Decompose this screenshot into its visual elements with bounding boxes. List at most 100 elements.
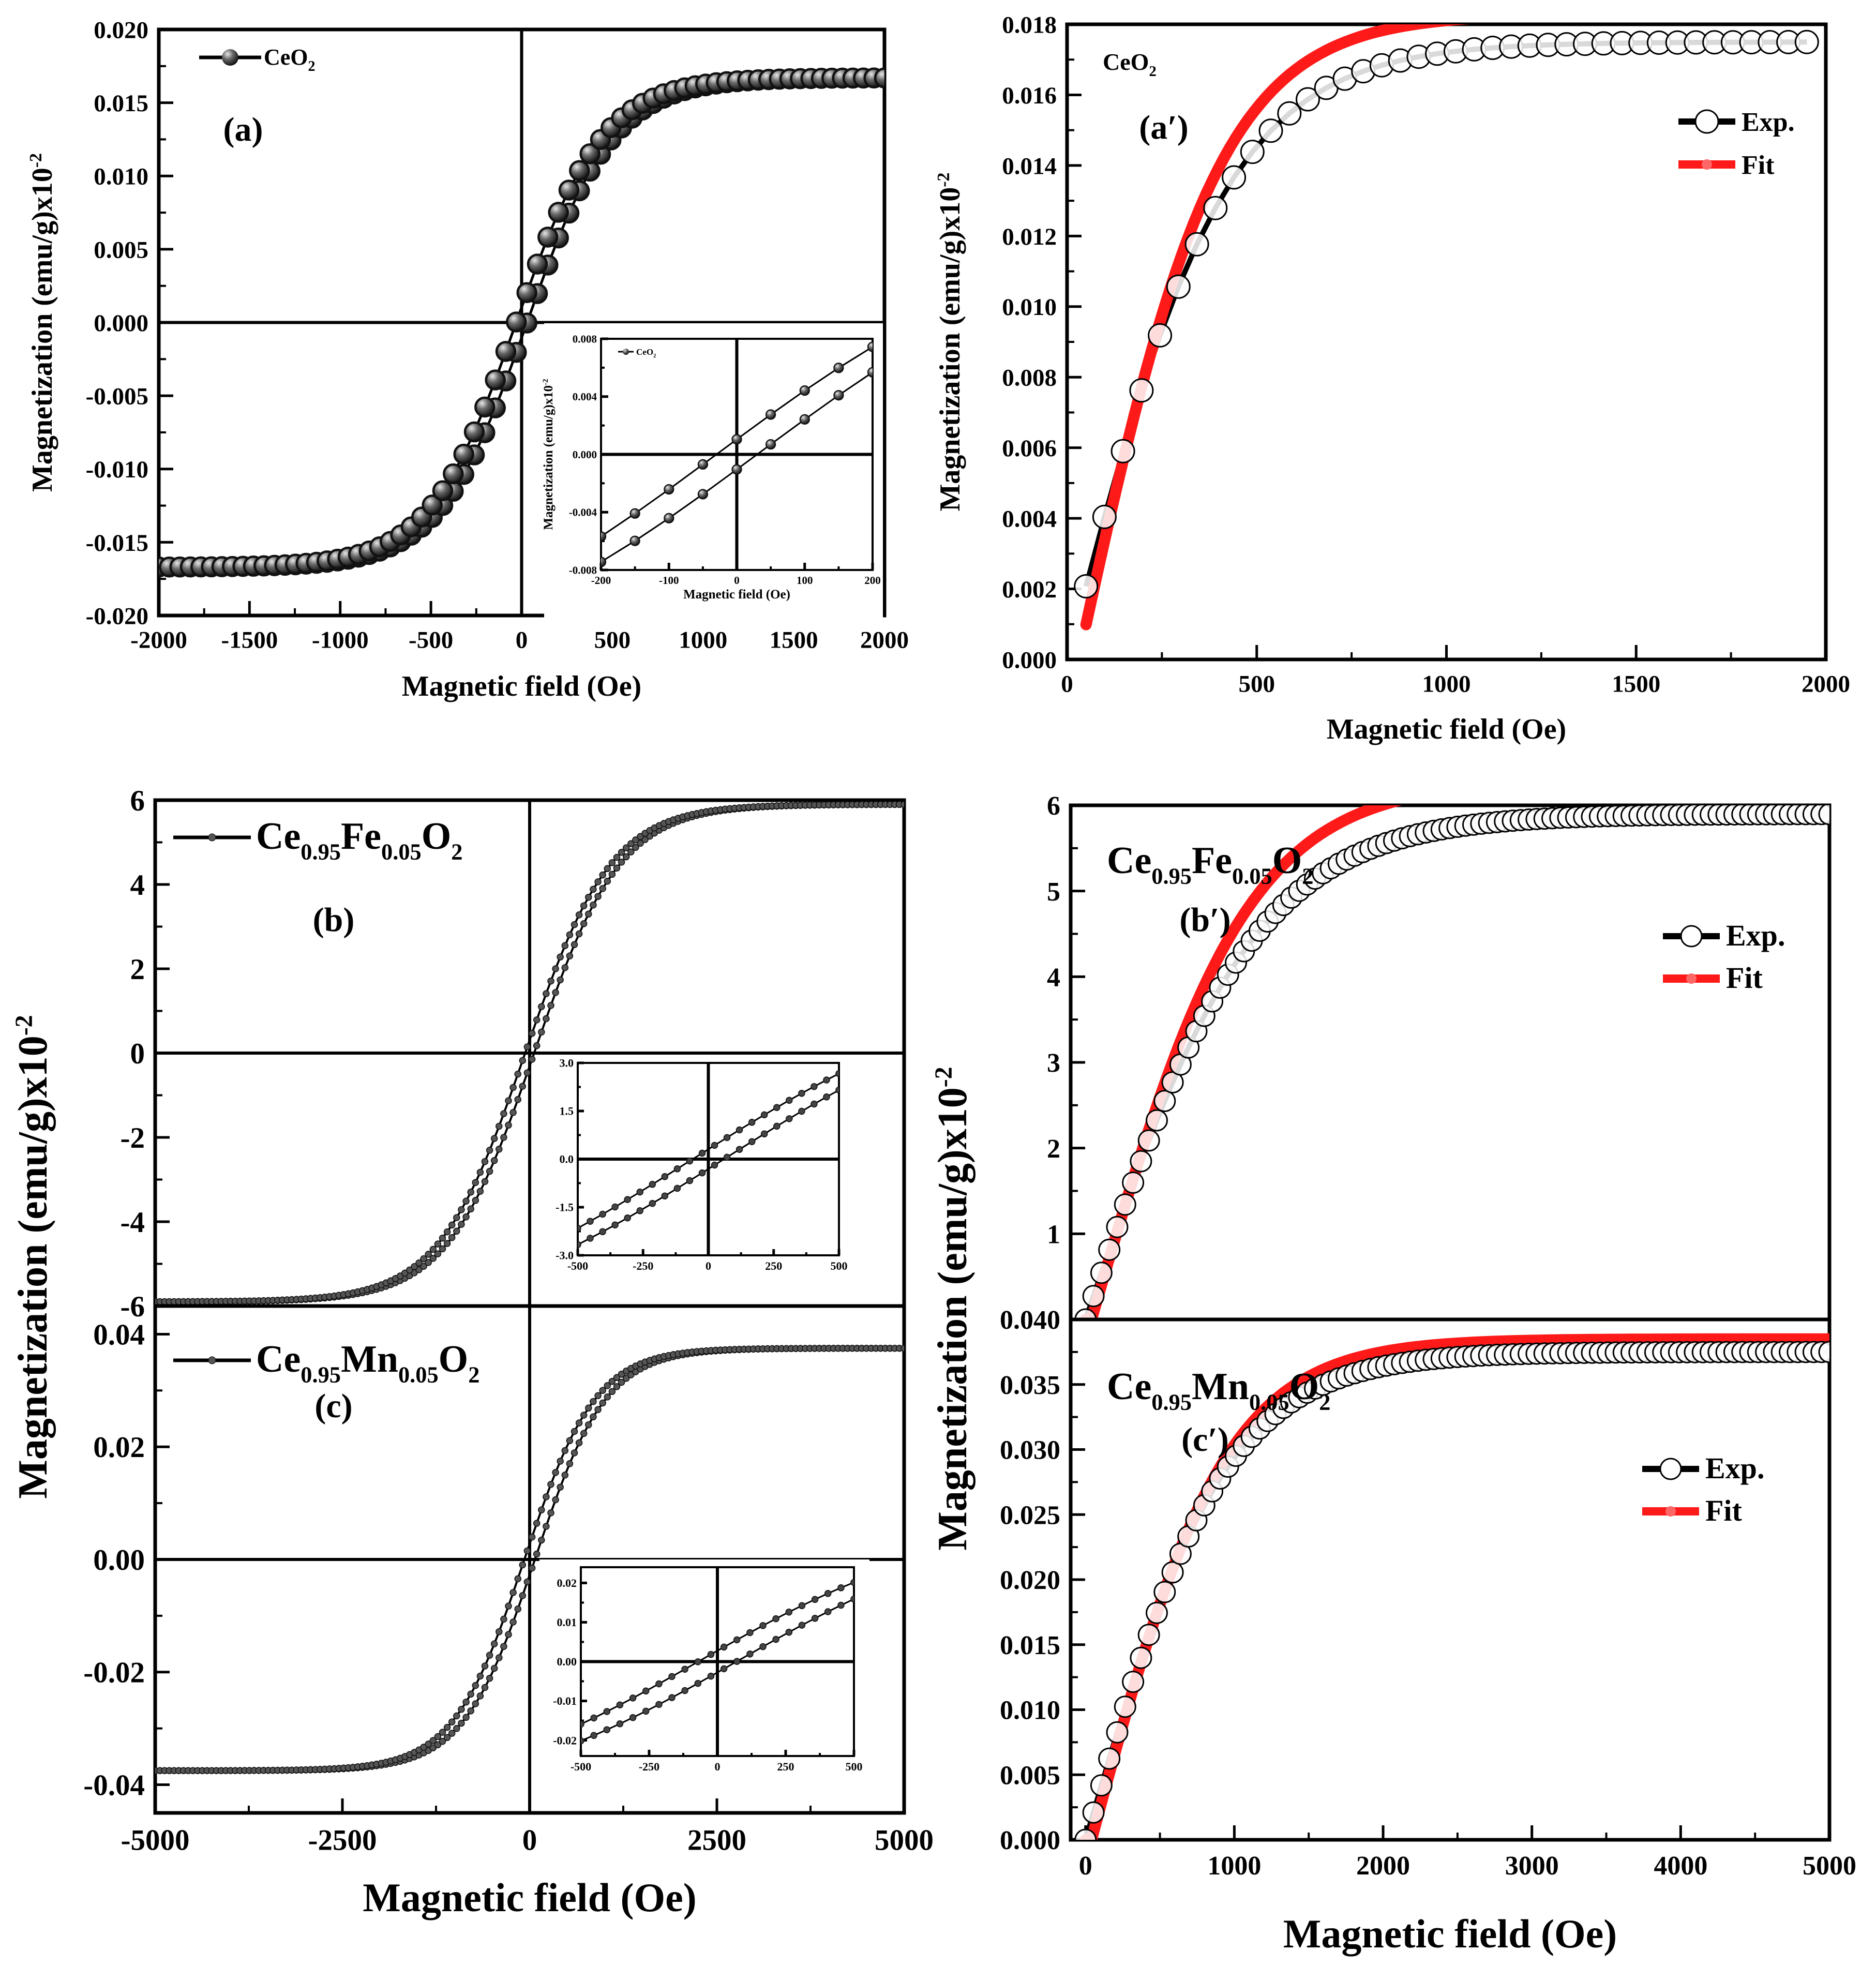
x-tick-label: 1000 [679, 626, 727, 653]
ceo2-loop-data-point [548, 202, 569, 223]
y-label-text: Magnetization (emu/g)x10 [26, 168, 58, 492]
loop-data-point [514, 1070, 521, 1078]
inset-loop-data-point [697, 489, 709, 500]
y-tick-label: 0.016 [1002, 82, 1057, 109]
exp-data-point [1146, 1109, 1168, 1132]
x-tick-label: 3000 [1505, 1851, 1559, 1881]
loop-data-point [434, 1250, 442, 1257]
exp-data-point [1098, 1747, 1121, 1770]
loop-data-point [561, 942, 569, 950]
loop-data-point [585, 1404, 592, 1412]
exp-data-point [1090, 1774, 1113, 1797]
y-tick-label: 0.000 [1000, 1826, 1060, 1855]
loop-data-point [514, 1575, 521, 1583]
inset-loop-data-point [850, 1595, 854, 1603]
y-axis-label: Magnetization (emu/g)x10-2 [930, 1067, 975, 1550]
y-tick-label: 0.030 [1000, 1436, 1060, 1465]
legend-part: Mn [1192, 1365, 1249, 1408]
y-tick-label: 0.020 [1000, 1566, 1060, 1595]
loop-data-point [538, 1536, 545, 1544]
loop-data-point [505, 1602, 512, 1610]
panel-label: (b′) [1179, 901, 1230, 939]
loop-data-point [481, 1158, 489, 1165]
inset-loop-data-point [581, 1737, 584, 1745]
inset-loop-data-point [707, 1672, 715, 1680]
inset-loop-data-point [599, 1228, 606, 1236]
panel-a_prime: 0.000 0.002 0.004 0.006 0.008 0.010 0.012 0.014… [934, 11, 1850, 745]
loop-data-point [599, 1399, 606, 1407]
fit-curve [1080, 24, 1470, 631]
inset-loop-data-point [664, 484, 674, 495]
exp-data-point [1296, 87, 1320, 112]
x-tick-label: 1500 [770, 626, 818, 653]
loop-data-point [462, 1213, 470, 1221]
loop-data-point [443, 1228, 451, 1236]
y-label-text: Magnetization (emu/g)x10 [10, 1035, 56, 1498]
exp-data-point [1184, 232, 1209, 257]
y-tick-label: 0.00 [557, 1655, 577, 1668]
inset-loop-data-point [581, 1720, 584, 1728]
legend-part: Fe [341, 815, 381, 858]
y-tick-label: 0.005 [1000, 1761, 1060, 1790]
loop-data-point [543, 1523, 550, 1530]
exp-data-point [1137, 1624, 1160, 1646]
loop-data-point [557, 976, 564, 984]
exp-data-point [1110, 439, 1135, 463]
legend-fit-marker [1686, 973, 1697, 984]
y-tick-label: 5 [1047, 877, 1060, 907]
inset-x-axis-label: Magnetic field (Oe) [683, 588, 790, 602]
inset-loop-data-point [867, 341, 873, 352]
exp-data-point [1166, 274, 1191, 299]
loop-data-point [594, 1406, 602, 1414]
panel-b_prime: 123456Exp.Fit(b′)Ce0.95Fe0.05O2Magnetiza… [930, 791, 1832, 1551]
inset-legend-label: CeO2 [636, 347, 656, 359]
x-axis-label: Magnetic field (Oe) [363, 1875, 696, 1920]
inset-loop-data-point [833, 363, 844, 373]
loop-data-point [580, 920, 588, 927]
legend-part: O [422, 815, 452, 858]
loop-data-point [420, 1255, 427, 1263]
inset-loop-data-point [697, 459, 709, 470]
loop-data-point [538, 1506, 545, 1513]
loop-data-point [613, 1383, 621, 1390]
loop-data-point [458, 1206, 465, 1213]
loop-data-point [496, 1122, 503, 1130]
loop-data-point [443, 1734, 451, 1742]
inset-loop-data-point [578, 1224, 581, 1232]
loop-data-point [585, 893, 592, 901]
inset-loop-data-point [599, 1210, 606, 1218]
exp-data-point [1122, 1172, 1145, 1194]
y-tick-label: 0.040 [1000, 1305, 1060, 1335]
exp-data-point [1122, 1671, 1145, 1693]
x-tick-label: 1500 [1612, 670, 1660, 697]
inset-loop-data-point [707, 1650, 715, 1658]
legend-part: 0.95 [301, 839, 341, 865]
loop-data-point [599, 1387, 606, 1394]
loop-data-point [472, 1682, 479, 1689]
inset-loop-data-point [798, 1602, 806, 1610]
x-tick-label: 500 [594, 626, 631, 653]
inset-loop-data-point [765, 439, 776, 450]
exp-data-point [1818, 1341, 1829, 1363]
loop-data-point [486, 1652, 493, 1659]
inset-loop-data-point [587, 1218, 594, 1225]
y-tick-label: 6 [1047, 791, 1060, 821]
loop-data-point [496, 1146, 503, 1153]
loop-data-point [490, 1135, 498, 1142]
legend-fit-label: Fit [1705, 1494, 1743, 1527]
y-tick-label: -2 [121, 1122, 145, 1154]
x-tick-label: -2500 [308, 1824, 377, 1856]
inset-loop-data-point [798, 1090, 805, 1097]
x-tick-label: 4000 [1654, 1851, 1707, 1881]
loop-data-point [486, 1147, 493, 1154]
loop-data-point [627, 840, 635, 847]
inset-loop-data-point [636, 1207, 643, 1214]
sample-sub: 2 [1149, 63, 1157, 80]
ceo2-loop-data-point [495, 341, 517, 362]
inset-loop-data-point [837, 1601, 845, 1609]
legend-part: 2 [1302, 863, 1313, 889]
x-tick-label: 2000 [1356, 1851, 1410, 1881]
inset-loop-data-point [720, 1643, 728, 1651]
inset-loop-data-point [772, 1615, 779, 1623]
loop-data-point [571, 921, 578, 928]
